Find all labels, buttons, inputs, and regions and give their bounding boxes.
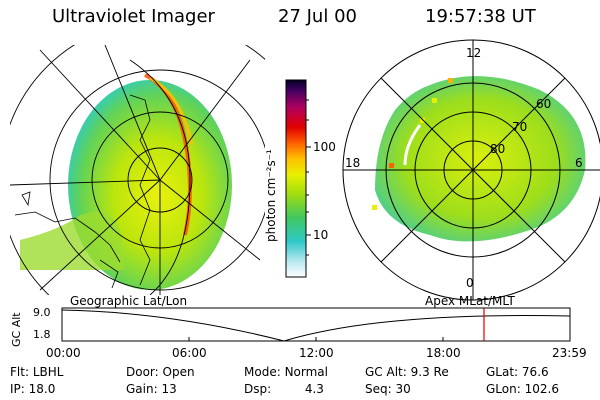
mlt-label-0: 0 (466, 276, 474, 290)
time-tick-1800: 18:00 (426, 346, 461, 360)
status-gain: Gain: 13 (126, 382, 177, 396)
gain-value: 13 (161, 382, 177, 396)
altitude-plot-frame (61, 307, 571, 342)
lat-label-60: 60 (536, 97, 552, 111)
altitude-ytick-low: 1.8 (33, 328, 51, 341)
status-ip: IP: 18.0 (10, 382, 55, 396)
mode-label: Mode: (244, 365, 281, 379)
time-tick-2359: 23:59 (552, 346, 587, 360)
colorbar-ticks (306, 99, 311, 256)
altitude-x-ticks (188, 337, 444, 341)
time-tick-0600: 06:00 (172, 346, 207, 360)
altitude-axis-label: GC Alt (10, 312, 23, 347)
left-panel-caption: Geographic Lat/Lon (70, 294, 188, 308)
status-flt: Flt: LBHL (10, 365, 63, 379)
mlt-label-18: 18 (345, 156, 361, 170)
time-tick-1200: 12:00 (299, 346, 334, 360)
mlt-label-12: 12 (466, 46, 482, 60)
instrument-title: Ultraviolet Imager (52, 6, 215, 27)
polar-grid (342, 39, 600, 301)
door-value: Open (162, 365, 195, 379)
altitude-curve (61, 309, 571, 342)
glat-label: GLat: (486, 365, 519, 379)
flt-value: LBHL (32, 365, 64, 379)
glon-value: 102.6 (524, 382, 559, 396)
status-glat: GLat: 76.6 (486, 365, 549, 379)
status-glon: GLon: 102.6 (486, 382, 559, 396)
mode-value: Normal (284, 365, 328, 379)
time-tick-0000: 00:00 (46, 346, 81, 360)
ip-value: 18.0 (28, 382, 56, 396)
right-panel-caption: Apex MLat/MLT (425, 294, 515, 308)
colorbar-scale (285, 79, 307, 278)
seq-label: Seq: (365, 382, 392, 396)
lat-label-70: 70 (512, 120, 528, 134)
glon-label: GLon: (486, 382, 521, 396)
status-door: Door: Open (126, 365, 195, 379)
altitude-ytick-high: 9.0 (33, 306, 51, 319)
time-label: 19:57:38 UT (425, 6, 536, 27)
glat-value: 76.6 (521, 365, 549, 379)
colorbar-tick-10: 10 (313, 228, 329, 242)
lat-label-80: 80 (490, 142, 506, 156)
date-label: 27 Jul 00 (278, 6, 357, 27)
flt-label: Flt: (10, 365, 29, 379)
polar-image (372, 76, 586, 242)
dsp-value: 4.3 (304, 382, 324, 396)
status-dsp: Dsp: 4.3 (244, 382, 324, 396)
gcalt-label: GC Alt: (365, 365, 407, 379)
colorbar-unit-label: photon cm⁻²s⁻¹ (264, 149, 278, 242)
ip-label: IP: (10, 382, 25, 396)
gcalt-value: 9.3 Re (410, 365, 449, 379)
dsp-label: Dsp: (244, 382, 272, 396)
gain-label: Gain: (126, 382, 158, 396)
door-label: Door: (126, 365, 159, 379)
colorbar-tick-100: 100 (313, 140, 336, 154)
status-mode: Mode: Normal (244, 365, 328, 379)
seq-value: 30 (395, 382, 411, 396)
status-seq: Seq: 30 (365, 382, 411, 396)
status-gcalt: GC Alt: 9.3 Re (365, 365, 449, 379)
mlt-label-6: 6 (575, 156, 583, 170)
geographic-image (10, 45, 265, 295)
